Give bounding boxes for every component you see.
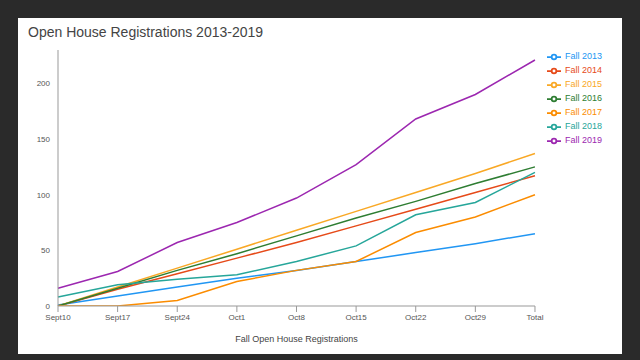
svg-text:200: 200 [37, 79, 51, 88]
html-text:Fall 2017: Fall 2017 [565, 107, 602, 118]
html-text:Fall 2014: Fall 2014 [565, 65, 602, 76]
svg-text:0: 0 [46, 302, 51, 311]
svg-text:Sept24: Sept24 [165, 313, 191, 322]
svg-text:150: 150 [37, 135, 51, 144]
html-text:Fall 2016: Fall 2016 [565, 93, 602, 104]
svg-text:Total: Total [527, 313, 544, 322]
html-text:Fall 2019: Fall 2019 [565, 135, 602, 146]
svg-text:Oct8: Oct8 [288, 313, 305, 322]
svg-text:Fall Open House Registrations: Fall Open House Registrations [235, 334, 358, 344]
html-text:Fall 2015: Fall 2015 [565, 79, 602, 90]
html-text:Fall 2018: Fall 2018 [565, 121, 602, 132]
svg-text:100: 100 [37, 191, 51, 200]
html-text:Open House Registrations 2013-: Open House Registrations 2013-2019 [28, 24, 263, 40]
svg-text:Oct15: Oct15 [345, 313, 367, 322]
svg-text:Oct29: Oct29 [465, 313, 487, 322]
svg-text:Oct1: Oct1 [228, 313, 245, 322]
svg-text:Sept17: Sept17 [105, 313, 131, 322]
html-text:Fall 2013: Fall 2013 [565, 51, 602, 62]
svg-text:50: 50 [41, 246, 50, 255]
svg-text:Sept10: Sept10 [45, 313, 71, 322]
svg-text:Oct22: Oct22 [405, 313, 427, 322]
